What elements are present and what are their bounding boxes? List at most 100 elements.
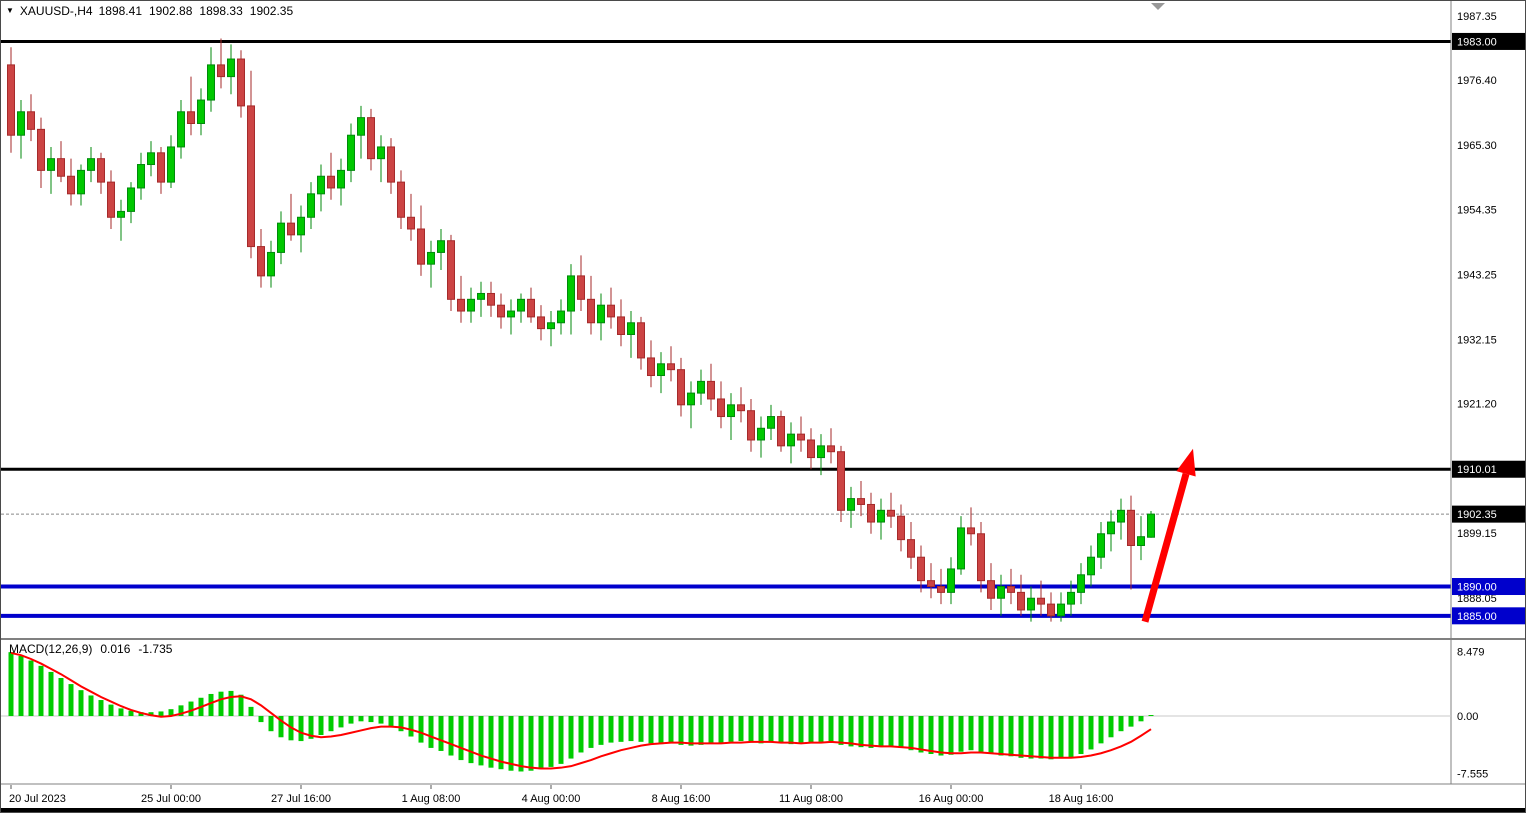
candle-body xyxy=(707,380,715,400)
macd-histogram-bar xyxy=(138,712,144,716)
macd-histogram-bar xyxy=(168,709,174,716)
price-tick-label: 1987.35 xyxy=(1457,11,1497,23)
macd-scale-label: 8.479 xyxy=(1457,647,1485,659)
price-tick-label: 1932.15 xyxy=(1457,334,1497,346)
macd-histogram-bar xyxy=(68,684,74,716)
candle-body xyxy=(527,298,535,318)
symbol-dropdown-icon[interactable]: ▼ xyxy=(6,6,14,15)
macd-histogram-bar xyxy=(928,716,934,754)
candle-body xyxy=(877,509,885,523)
macd-histogram-bar xyxy=(308,716,314,739)
candle-body xyxy=(847,498,855,511)
macd-histogram-bar xyxy=(398,716,404,732)
macd-histogram-bar xyxy=(108,704,114,716)
candle-body xyxy=(87,158,95,171)
candle-body xyxy=(1077,574,1085,593)
price-label-text: 1902.35 xyxy=(1457,509,1497,521)
price-label-text: 1890.00 xyxy=(1457,582,1497,594)
macd-histogram-bar xyxy=(158,711,164,716)
macd-histogram-bar xyxy=(1138,716,1144,722)
macd-histogram-bar xyxy=(568,716,574,759)
macd-histogram-bar xyxy=(208,693,214,716)
candle-body xyxy=(137,164,145,189)
candle-body xyxy=(737,404,745,412)
macd-histogram-bar xyxy=(38,665,44,716)
candle-body xyxy=(1147,513,1155,538)
macd-scale-label: -7.555 xyxy=(1457,768,1488,780)
macd-histogram-bar xyxy=(318,716,324,735)
ohlc-open: 1898.41 xyxy=(98,4,142,18)
candle-body xyxy=(107,181,115,218)
candle-body xyxy=(837,451,845,511)
macd-histogram-bar xyxy=(8,652,14,716)
macd-histogram-bar xyxy=(948,716,954,755)
date-label: 25 Jul 00:00 xyxy=(141,793,201,805)
candle-body xyxy=(1137,536,1145,546)
candle-body xyxy=(597,304,605,324)
macd-histogram-bar xyxy=(628,716,634,742)
candle-body xyxy=(157,152,165,183)
candle-body xyxy=(67,175,75,195)
candle-body xyxy=(277,222,285,253)
candle-body xyxy=(977,533,985,582)
macd-histogram-bar xyxy=(1108,716,1114,738)
macd-histogram-bar xyxy=(598,716,604,745)
candle-body xyxy=(567,275,575,312)
macd-histogram-bar xyxy=(488,716,494,768)
candle-body xyxy=(1017,591,1025,611)
macd-histogram-bar xyxy=(188,701,194,716)
candle-body xyxy=(717,398,725,418)
macd-histogram-bar xyxy=(418,716,424,743)
candle-body xyxy=(667,363,675,371)
macd-histogram-bar xyxy=(148,712,154,716)
macd-histogram-bar xyxy=(998,716,1004,756)
macd-histogram-bar xyxy=(378,716,384,724)
candle-body xyxy=(617,316,625,335)
macd-histogram-bar xyxy=(698,716,704,745)
pane-divider[interactable] xyxy=(1,638,1526,640)
macd-histogram-bar xyxy=(438,716,444,751)
macd-histogram-bar xyxy=(668,716,674,744)
macd-histogram-bar xyxy=(558,716,564,764)
candle-body xyxy=(727,404,735,418)
candle-body xyxy=(827,445,835,453)
macd-histogram-bar xyxy=(888,716,894,747)
date-label: 27 Jul 16:00 xyxy=(271,793,331,805)
date-label: 16 Aug 00:00 xyxy=(919,793,984,805)
candle-body xyxy=(437,240,445,253)
candle-body xyxy=(327,175,335,189)
macd-signal-line xyxy=(10,651,1152,770)
price-tick-label: 1899.15 xyxy=(1457,528,1497,540)
macd-histogram-bar xyxy=(268,716,274,732)
candle-body xyxy=(387,146,395,183)
macd-histogram-bar xyxy=(608,716,614,743)
macd-histogram-bar xyxy=(358,716,364,722)
candle-body xyxy=(317,175,325,195)
candle-body xyxy=(607,304,615,318)
window-bottom-edge xyxy=(1,808,1525,812)
macd-histogram-bar xyxy=(1128,716,1134,727)
candle-body xyxy=(187,111,195,124)
date-label: 4 Aug 00:00 xyxy=(522,793,581,805)
macd-histogram-bar xyxy=(408,716,414,737)
macd-histogram-bar xyxy=(718,716,724,743)
macd-histogram-bar xyxy=(218,691,224,716)
macd-histogram-bar xyxy=(788,716,794,745)
macd-histogram-bar xyxy=(98,700,104,716)
candle-body xyxy=(207,64,215,101)
price-label-text: 1983.00 xyxy=(1457,36,1497,48)
candle-body xyxy=(397,181,405,218)
candle-body xyxy=(17,111,25,136)
macd-histogram-bar xyxy=(278,716,284,738)
ohlc-high: 1902.88 xyxy=(149,4,193,18)
candle-body xyxy=(557,310,565,324)
macd-histogram-bar xyxy=(1148,715,1154,716)
chart-shift-marker[interactable] xyxy=(1151,3,1165,10)
candle-body xyxy=(407,216,415,230)
price-tick-label: 1888.05 xyxy=(1457,593,1497,605)
macd-histogram-bar xyxy=(258,716,264,723)
candle-body xyxy=(757,427,765,441)
macd-histogram-bar xyxy=(58,678,64,716)
candle-body xyxy=(337,169,345,189)
